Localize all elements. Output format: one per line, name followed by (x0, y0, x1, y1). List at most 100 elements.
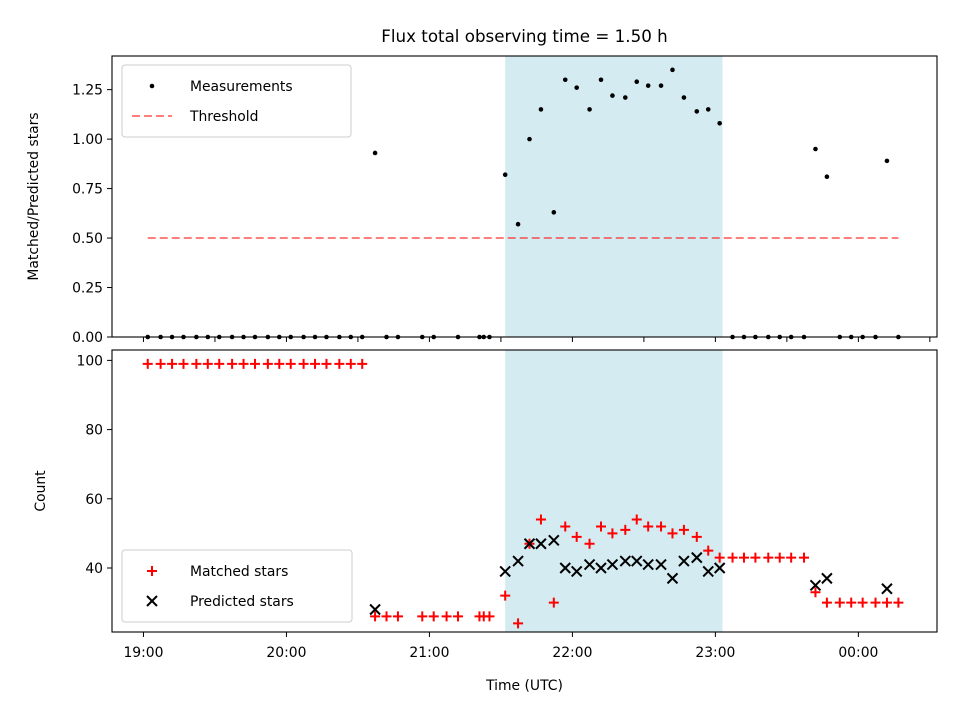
matched-star-point (178, 358, 189, 369)
matched-star-point (786, 552, 797, 563)
legend-box (121, 549, 353, 623)
matched-star-point (167, 358, 178, 369)
predicted-star-point (595, 562, 607, 574)
predicted-star-point (713, 562, 726, 574)
measurements-series (145, 67, 901, 340)
y-tick-label: 1.25 (72, 83, 103, 99)
matched-star-point (656, 521, 667, 532)
x-tick-label: 21:00 (409, 645, 449, 661)
matched-star-point (799, 552, 810, 563)
data-point (645, 83, 651, 88)
legend-marker (147, 566, 157, 576)
y-axis-label: Matched/Predicted stars (26, 112, 42, 280)
y-axis-label: Count (33, 470, 49, 512)
matched-star-point (571, 531, 582, 542)
matched-star-point (584, 538, 595, 549)
matched-star-point (249, 358, 260, 369)
legend: Matched stars Predicted stars (121, 549, 353, 623)
data-point (598, 77, 604, 83)
matched-star-point (834, 597, 845, 608)
matched-star-point (727, 552, 738, 563)
data-point (658, 83, 664, 88)
matched-star-point (155, 358, 166, 369)
predicted-star-point (821, 572, 833, 585)
chart-title: Flux total observing time = 1.50 h (381, 26, 667, 46)
y-tick-label: 0.50 (72, 231, 103, 247)
y-tick-label: 60 (85, 492, 103, 508)
matched-star-point (548, 597, 559, 608)
predicted-star-point (606, 558, 619, 571)
legend-marker (149, 83, 155, 89)
matched-stars-series (142, 358, 904, 629)
x-tick-label: 22:00 (552, 645, 592, 661)
ratio-panel: 0.00 0.25 0.50 0.75 1.00 1.25 Matched/Predicte… (26, 55, 938, 346)
matched-star-point (381, 611, 392, 622)
matched-star-point (441, 611, 452, 622)
predicted-star-point (666, 572, 679, 585)
legend-label: Threshold (189, 109, 258, 125)
data-point (610, 93, 615, 98)
predicted-star-point (678, 555, 690, 567)
predicted-stars-series (369, 534, 893, 616)
matched-star-point (881, 597, 892, 608)
predicted-star-point (570, 565, 583, 578)
y-tick-label: 0.75 (72, 182, 103, 198)
predicted-star-point (559, 562, 571, 574)
data-point (502, 172, 508, 178)
data-point (623, 95, 628, 100)
matched-star-point (417, 611, 428, 622)
predicted-star-point (523, 538, 536, 550)
matched-star-point (763, 552, 774, 563)
y-tick-label: 40 (85, 561, 103, 577)
legend-label: Matched stars (190, 564, 288, 580)
matched-star-point (821, 597, 832, 608)
matched-star-point (691, 531, 702, 542)
matched-star-point (227, 358, 238, 369)
matched-star-point (857, 597, 868, 608)
matched-star-point (667, 528, 678, 539)
data-point (538, 107, 544, 112)
data-point (587, 107, 592, 112)
matched-star-point (392, 611, 403, 622)
y-tick-label: 100 (76, 353, 103, 369)
matched-star-point (298, 358, 309, 369)
legend-label: Measurements (190, 79, 293, 95)
data-point (813, 146, 818, 152)
matched-star-point (142, 358, 153, 369)
data-point (527, 136, 532, 142)
predicted-star-point (535, 538, 547, 550)
data-point (705, 107, 711, 112)
observing-span (505, 350, 723, 632)
predicted-star-point (702, 565, 714, 578)
matched-star-point (285, 358, 296, 369)
matched-star-point (370, 611, 381, 622)
matched-star-point (274, 358, 285, 369)
axes-frame (111, 349, 938, 633)
legend-box (121, 64, 352, 138)
data-point (551, 210, 557, 215)
y-tick-label: 0.25 (72, 281, 103, 297)
predicted-star-point (512, 555, 524, 567)
matched-star-point (631, 514, 642, 525)
axes-frame (111, 55, 938, 338)
matched-star-point (846, 597, 857, 608)
matched-star-point (262, 358, 273, 369)
matched-star-point (620, 524, 631, 535)
matched-star-point (334, 358, 345, 369)
matched-star-point (357, 358, 368, 369)
matched-star-point (345, 358, 356, 369)
data-point (717, 120, 722, 126)
matched-star-point (238, 358, 249, 369)
matched-star-point (202, 358, 213, 369)
matched-star-point (703, 545, 714, 556)
data-point (670, 67, 675, 73)
data-point (562, 77, 568, 83)
x-tick-label: 23:00 (695, 645, 735, 661)
predicted-star-point (881, 583, 893, 595)
matched-star-point (453, 611, 464, 622)
predicted-star-point (548, 534, 560, 547)
predicted-star-point (642, 558, 654, 571)
x-tick-label: 19:00 (123, 645, 163, 661)
matched-star-point (310, 358, 321, 369)
